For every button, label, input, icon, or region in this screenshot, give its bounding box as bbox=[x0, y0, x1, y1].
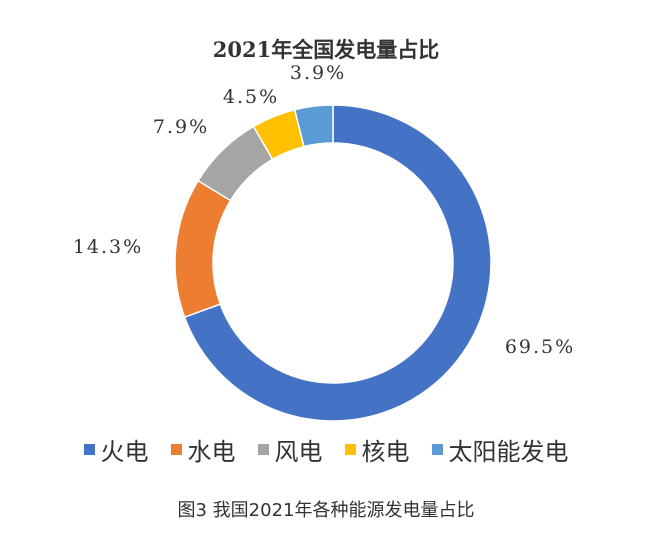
donut-chart: 2021年全国发电量占比 69.5% 14.3% 7.9% 4.5% 3.9% bbox=[73, 37, 575, 422]
chart-title: 2021年全国发电量占比 bbox=[213, 37, 439, 62]
legend-item-4: 太阳能发电 bbox=[431, 432, 569, 467]
legend-swatch-2 bbox=[257, 444, 269, 455]
slice-0 bbox=[183, 104, 492, 422]
legend-item-1: 水电 bbox=[170, 432, 236, 467]
data-label-0: 69.5% bbox=[505, 336, 575, 358]
slice-1 bbox=[174, 179, 232, 319]
data-label-3: 4.5% bbox=[223, 86, 279, 108]
legend-item-3: 核电 bbox=[344, 432, 410, 467]
data-label-4: 3.9% bbox=[290, 62, 346, 84]
legend: 火电 水电 风电 核电 太阳能发电 bbox=[0, 432, 652, 467]
legend-label-0: 火电 bbox=[100, 438, 149, 466]
legend-label-1: 水电 bbox=[187, 438, 236, 466]
legend-item-0: 火电 bbox=[83, 432, 149, 467]
data-labels: 69.5% 14.3% 7.9% 4.5% 3.9% bbox=[73, 62, 575, 358]
slice-4 bbox=[293, 104, 334, 148]
donut-slices bbox=[174, 104, 492, 422]
legend-item-2: 风电 bbox=[257, 432, 323, 467]
data-label-1: 14.3% bbox=[73, 236, 143, 258]
figure-caption: 图3 我国2021年各种能源发电量占比 bbox=[177, 500, 475, 521]
legend-label-2: 风电 bbox=[274, 438, 323, 466]
legend-swatch-0 bbox=[83, 444, 95, 455]
legend-label-3: 核电 bbox=[361, 438, 410, 466]
data-label-2: 7.9% bbox=[153, 116, 209, 138]
legend-swatch-3 bbox=[344, 444, 356, 455]
legend-swatch-4 bbox=[431, 444, 443, 455]
legend-label-4: 太阳能发电 bbox=[448, 438, 569, 466]
legend-swatch-1 bbox=[170, 444, 182, 455]
